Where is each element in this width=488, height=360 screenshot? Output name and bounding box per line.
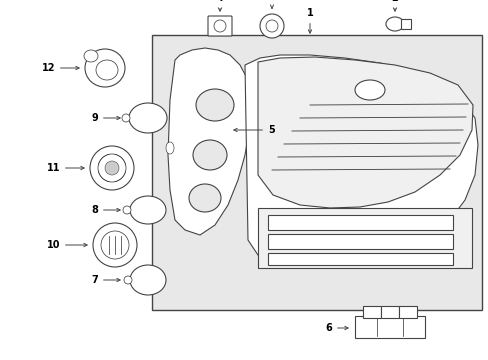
Ellipse shape (85, 49, 125, 87)
Text: 8: 8 (91, 205, 120, 215)
Circle shape (101, 231, 129, 259)
Ellipse shape (193, 140, 226, 170)
Circle shape (90, 146, 134, 190)
Text: 11: 11 (46, 163, 84, 173)
Polygon shape (258, 57, 472, 208)
Circle shape (260, 14, 284, 38)
Text: 6: 6 (325, 323, 347, 333)
Circle shape (124, 276, 132, 284)
Bar (354, 316, 424, 338)
Text: 2: 2 (391, 0, 398, 11)
Ellipse shape (84, 50, 98, 62)
Text: 4: 4 (216, 0, 223, 11)
Bar (400, 19, 410, 29)
FancyBboxPatch shape (207, 16, 231, 36)
Text: 12: 12 (41, 63, 79, 73)
Bar (267, 253, 452, 265)
Ellipse shape (130, 196, 165, 224)
Circle shape (265, 20, 278, 32)
Bar (362, 306, 380, 318)
Text: 7: 7 (91, 275, 120, 285)
Bar (380, 306, 398, 318)
Ellipse shape (96, 60, 118, 80)
Circle shape (98, 154, 126, 182)
Circle shape (123, 206, 131, 214)
Polygon shape (258, 208, 471, 268)
Ellipse shape (130, 265, 165, 295)
Polygon shape (244, 55, 477, 268)
Ellipse shape (129, 103, 167, 133)
Circle shape (122, 114, 130, 122)
Bar (267, 215, 452, 230)
Text: 10: 10 (46, 240, 87, 250)
Circle shape (93, 223, 137, 267)
Ellipse shape (385, 17, 403, 31)
Bar (267, 234, 452, 249)
Circle shape (105, 161, 119, 175)
Text: 9: 9 (91, 113, 120, 123)
Bar (398, 306, 416, 318)
Ellipse shape (196, 89, 234, 121)
Ellipse shape (354, 80, 384, 100)
Ellipse shape (189, 184, 221, 212)
Polygon shape (168, 48, 251, 235)
Ellipse shape (165, 142, 174, 154)
Bar (152, 35, 481, 310)
Text: 5: 5 (233, 125, 274, 135)
Text: 3: 3 (268, 0, 275, 8)
Circle shape (214, 20, 225, 32)
Text: 1: 1 (306, 8, 313, 33)
